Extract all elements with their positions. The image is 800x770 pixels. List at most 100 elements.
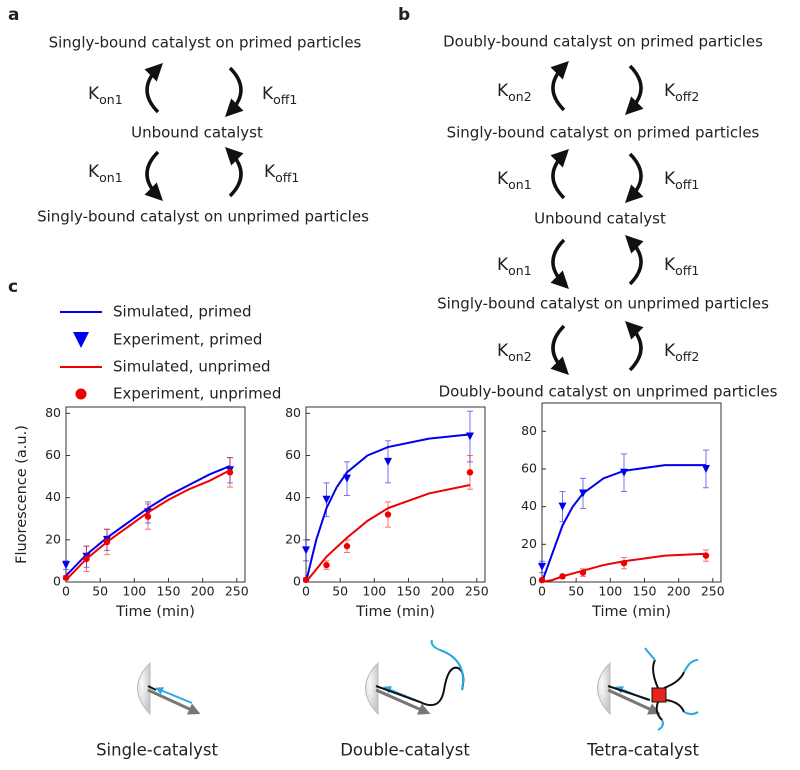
rate-label: Koff1 [264,162,299,185]
experiment-marker [559,573,566,580]
x-axis-label: Time (min) [115,604,195,620]
panel-label: a [8,5,19,25]
state-label: Unbound catalyst [534,210,666,228]
state-label: Singly-bound catalyst on primed particle… [447,124,760,142]
x-tick-label: 50 [92,584,108,599]
single-catalyst-illustration [137,661,201,716]
x-tick-label: 250 [701,584,725,599]
y-tick-label: 0 [529,574,537,589]
rate-subscript: on1 [99,170,123,185]
rate-symbol: K [497,255,509,275]
y-tick-label: 40 [285,489,301,504]
rate-symbol: K [664,169,676,189]
rate-symbol: K [88,84,100,104]
y-tick-label: 40 [45,489,61,504]
experiment-marker [226,469,234,476]
caption: Single-catalyst [96,741,218,760]
rate-label: Kon1 [497,255,532,278]
rate-label: Koff1 [664,255,699,278]
rate-label: Kon1 [497,169,532,192]
reaction-arrow [550,238,569,289]
experiment-marker [384,511,392,518]
reaction-arrow [144,150,163,201]
rate-subscript: on1 [508,263,532,278]
rate-symbol: K [497,341,509,361]
rate-label: Kon1 [88,162,123,185]
x-tick-label: 0 [62,584,70,599]
rate-label: Kon2 [497,81,532,104]
legend-label: Simulated, primed [113,303,252,321]
rate-subscript: off2 [675,349,699,364]
experiment-marker [619,468,628,477]
reaction-arrow [144,63,163,114]
y-tick-label: 0 [293,574,301,589]
experiment-marker [538,576,546,584]
reaction-arrow [225,66,244,117]
x-tick-label: 250 [225,584,249,599]
x-tick-label: 150 [397,584,421,599]
experiment-marker [620,559,628,567]
x-tick-label: 150 [633,584,657,599]
reaction-arrow [550,149,569,200]
rate-symbol: K [664,341,676,361]
y-tick-label: 20 [521,536,537,551]
x-tick-label: 200 [431,584,455,599]
plot-frame [305,406,486,583]
rate-symbol: K [264,162,276,182]
double-catalyst-illustration [365,639,465,716]
experiment-marker [322,495,331,504]
rate-symbol: K [664,255,676,275]
rate-subscript: off1 [273,92,297,107]
experiment-marker [62,561,70,570]
panel-label: b [398,5,410,25]
rate-label: Koff2 [664,81,699,104]
x-tick-label: 50 [332,584,348,599]
rate-symbol: K [497,169,509,189]
y-tick-label: 80 [521,423,537,438]
x-tick-label: 200 [191,584,215,599]
y-tick-label: 60 [285,447,301,462]
experiment-marker [701,464,710,473]
experiment-marker [702,552,710,559]
experiment-marker [323,561,330,569]
reaction-arrow [225,147,244,198]
rate-label: Kon1 [88,84,123,107]
experiment-marker [343,542,351,550]
reaction-arrow [625,321,644,372]
y-axis-label: Fluorescence (a.u.) [14,425,30,564]
rate-label: Koff1 [262,84,297,107]
experiment-marker [579,569,587,576]
x-axis-label: Time (min) [355,604,435,620]
rate-label: Koff2 [664,341,699,364]
experiment-marker [538,562,546,571]
experiment-marker [144,513,152,520]
experiment-marker [62,574,70,581]
y-tick-label: 60 [521,460,537,475]
experiment-marker [103,538,111,546]
caption: Double-catalyst [340,741,470,760]
experiment-marker [578,489,587,498]
simulated-curve [305,484,471,583]
rate-subscript: on2 [508,89,532,104]
state-label: Unbound catalyst [131,124,263,142]
experiment-marker [465,432,474,441]
y-tick-label: 60 [45,447,61,462]
state-label: Singly-bound catalyst on unprimed partic… [437,295,769,313]
plot-frame [65,406,246,583]
rate-subscript: off1 [275,170,299,185]
legend-label: Experiment, primed [113,331,262,349]
x-tick-label: 100 [122,584,146,599]
reaction-arrow [625,152,644,203]
experiment-marker [83,555,90,563]
caption: Tetra-catalyst [586,741,699,760]
state-label: Doubly-bound catalyst on unprimed partic… [439,383,778,401]
x-tick-label: 0 [538,584,546,599]
x-tick-label: 150 [157,584,181,599]
rate-symbol: K [88,162,100,182]
y-tick-label: 40 [521,498,537,513]
rate-subscript: off1 [675,177,699,192]
x-tick-label: 250 [465,584,489,599]
experiment-marker [302,546,310,555]
experiment-marker [302,576,310,584]
rate-subscript: on1 [99,92,123,107]
